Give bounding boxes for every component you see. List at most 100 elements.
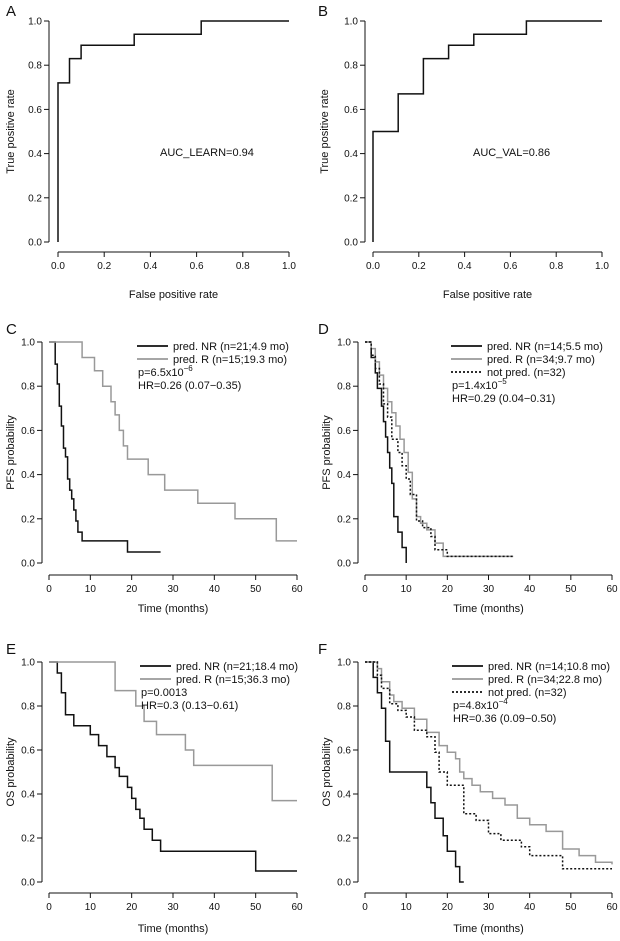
chart-e-annotation: HR=0.3 (0.13−0.61) [141, 700, 238, 712]
chart-b-y-axis-label: True positive rate [319, 89, 331, 174]
chart-d-x-tick-label: 0 [362, 584, 368, 595]
chart-a-x-tick-label: 0.6 [190, 261, 204, 272]
chart-e-y-tick-label: 0.2 [21, 834, 35, 845]
chart-c-y-tick-label: 1.0 [21, 338, 35, 349]
chart-d-y-tick-label: 0.0 [337, 559, 351, 570]
chart-a-x-tick-label: 0.0 [51, 261, 65, 272]
chart-f-series-1-line [365, 661, 464, 883]
chart-a-y-tick-label: 0.2 [28, 193, 42, 204]
chart-f-x-axis-label: Time (months) [453, 923, 524, 935]
chart-f-y-tick-label: 0.6 [337, 746, 351, 757]
chart-f-legend-entry: pred. R (n=34;22.8 mo) [488, 674, 602, 686]
chart-d-x-tick-label: 60 [606, 584, 618, 595]
chart-c-x-tick-label: 50 [250, 584, 262, 595]
chart-d-series-1-line [365, 341, 407, 563]
chart-f-panel-label: F [318, 641, 327, 658]
chart-f-y-tick-label: 0.8 [337, 702, 351, 713]
chart-c: C 0 10 20 30 40 50 60 0.0 0.2 0.4 0.6 0.8 1.0 Time (mo… [5, 321, 303, 615]
chart-e-y-tick-label: 0.8 [21, 702, 35, 713]
chart-f-x-tick-label: 10 [401, 902, 413, 913]
chart-f-x-tick-label: 20 [442, 902, 454, 913]
chart-b-series-1-line [372, 20, 602, 242]
chart-c-y-axis-label: PFS probability [5, 415, 17, 490]
chart-d: D 0 10 20 30 40 50 60 0.0 0.2 0.4 0.6 0.8 1.0 Time (mo… [318, 321, 618, 615]
chart-e-y-tick-label: 1.0 [21, 658, 35, 669]
chart-b-x-tick-label: 0.6 [503, 261, 517, 272]
chart-e-y-tick-label: 0.0 [21, 878, 35, 889]
chart-f-legend-entry: pred. NR (n=14;10.8 mo) [488, 661, 610, 673]
chart-d-y-tick-label: 0.6 [337, 426, 351, 437]
chart-f: F 0 10 20 30 40 50 60 0.0 0.2 0.4 0.6 0.8 1.0 Time (mo… [318, 641, 618, 935]
chart-d-panel-label: D [318, 321, 329, 338]
chart-a-x-tick-label: 0.4 [143, 261, 157, 272]
chart-c-x-tick-label: 20 [126, 584, 138, 595]
chart-d-x-tick-label: 40 [524, 584, 536, 595]
chart-b: B 0.0 0.2 0.4 0.6 0.8 1.0 0.0 0.2 0.4 0.6 0.8 1.0 Fal… [318, 3, 609, 301]
chart-c-y-tick-label: 0.8 [21, 382, 35, 393]
chart-c-x-tick-label: 30 [167, 584, 179, 595]
chart-d-x-axis-label: Time (months) [453, 603, 524, 615]
chart-f-y-tick-label: 0.0 [337, 878, 351, 889]
chart-e-x-tick-label: 50 [250, 902, 262, 913]
chart-a: A 0.0 0.2 0.4 0.6 0.8 1.0 0.0 0.2 0.4 0.6 0.8 1.0 Fal… [5, 3, 296, 301]
chart-d-series-2-line [365, 341, 514, 558]
chart-c-y-tick-label: 0.2 [21, 514, 35, 525]
chart-d-y-axis-label: PFS probability [321, 415, 333, 490]
chart-f-x-tick-label: 50 [565, 902, 577, 913]
chart-e-x-tick-label: 10 [85, 902, 97, 913]
chart-f-x-tick-label: 30 [483, 902, 495, 913]
chart-e-x-tick-label: 0 [46, 902, 52, 913]
chart-c-x-tick-label: 10 [85, 584, 97, 595]
chart-d-y-tick-label: 1.0 [337, 338, 351, 349]
chart-f-x-tick-label: 60 [606, 902, 618, 913]
chart-c-legend-entry: pred. NR (n=21;4.9 mo) [173, 341, 289, 353]
chart-a-x-axis-label: False positive rate [129, 289, 218, 301]
chart-b-y-tick-label: 1.0 [344, 17, 358, 28]
chart-b-y-tick-label: 0.2 [344, 193, 358, 204]
chart-d-legend-entry: pred. NR (n=14;5.5 mo) [487, 341, 603, 353]
chart-f-annotation: p=4.8x10−4 [453, 697, 508, 712]
chart-f-y-tick-label: 0.4 [337, 790, 351, 801]
chart-a-x-tick-label: 1.0 [282, 261, 296, 272]
chart-e-legend-entry: pred. NR (n=21;18.4 mo) [176, 661, 298, 673]
chart-d-x-tick-label: 30 [483, 584, 495, 595]
chart-f-x-tick-label: 0 [362, 902, 368, 913]
chart-f-y-tick-label: 0.2 [337, 834, 351, 845]
chart-c-series-2-line [49, 341, 297, 542]
chart-a-y-axis-label: True positive rate [5, 89, 17, 174]
chart-c-x-tick-label: 0 [46, 584, 52, 595]
chart-e: E 0 10 20 30 40 50 60 0.0 0.2 0.4 0.6 0.8 1.0 Time (mo… [5, 641, 303, 935]
chart-e-x-tick-label: 40 [209, 902, 221, 913]
chart-e-y-axis-label: OS probability [5, 737, 17, 807]
chart-e-x-tick-label: 20 [126, 902, 138, 913]
chart-a-annotation: AUC_LEARN=0.94 [160, 147, 254, 159]
chart-a-series-1-line [57, 20, 289, 242]
chart-f-y-tick-label: 1.0 [337, 658, 351, 669]
chart-b-panel-label: B [318, 3, 328, 20]
chart-b-x-tick-label: 0.8 [549, 261, 563, 272]
chart-b-x-tick-label: 0.0 [366, 261, 380, 272]
chart-e-legend-entry: pred. R (n=15;36.3 mo) [176, 674, 290, 686]
chart-b-x-tick-label: 0.4 [458, 261, 472, 272]
chart-e-y-tick-label: 0.6 [21, 746, 35, 757]
chart-c-y-tick-label: 0.6 [21, 426, 35, 437]
chart-c-legend: pred. NR (n=21;4.9 mo)pred. R (n=15;19.3… [137, 341, 289, 366]
chart-e-x-tick-label: 60 [291, 902, 303, 913]
chart-c-y-tick-label: 0.0 [21, 559, 35, 570]
chart-d-legend-entry: not pred. (n=32) [487, 367, 566, 379]
chart-a-y-tick-label: 0.8 [28, 61, 42, 72]
chart-d-legend: pred. NR (n=14;5.5 mo)pred. R (n=34;9.7 … [451, 341, 603, 379]
chart-d-x-tick-label: 20 [442, 584, 454, 595]
chart-c-annotation: p=6.5x10−6 [138, 364, 193, 379]
chart-e-panel-label: E [6, 641, 16, 658]
chart-b-x-tick-label: 1.0 [595, 261, 609, 272]
chart-a-y-tick-label: 0.0 [28, 238, 42, 249]
chart-f-y-axis-label: OS probability [321, 737, 333, 807]
chart-b-x-tick-label: 0.2 [412, 261, 426, 272]
chart-f-annotation: HR=0.36 (0.09−0.50) [453, 713, 556, 725]
chart-d-annotation: p=1.4x10−5 [452, 377, 507, 392]
chart-e-legend: pred. NR (n=21;18.4 mo)pred. R (n=15;36.… [140, 661, 298, 686]
chart-d-x-tick-label: 50 [565, 584, 577, 595]
chart-f-series-3-line [365, 661, 612, 870]
